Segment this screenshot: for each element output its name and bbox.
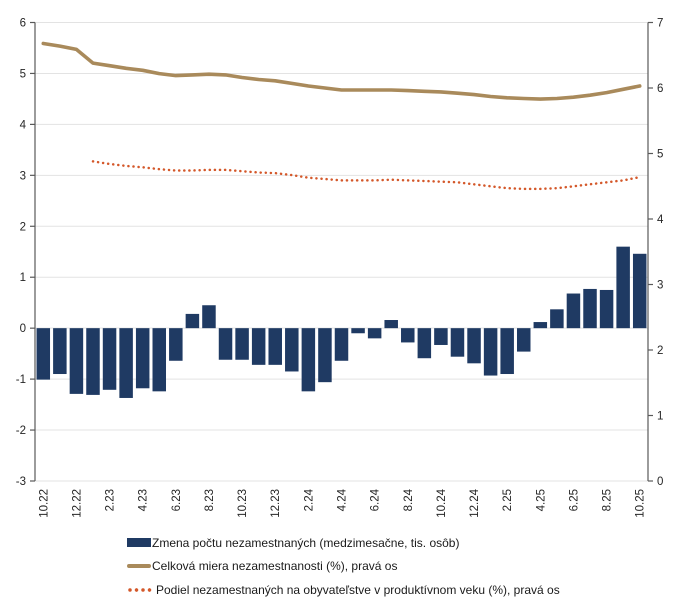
x-axis-tick-label: 10.25 <box>635 489 647 518</box>
dotted-series-swatch-icon <box>127 586 152 593</box>
bar-change-unemployed <box>318 328 332 383</box>
x-axis-tick-label: 4.23 <box>138 489 150 511</box>
bar-change-unemployed <box>401 328 415 343</box>
right-axis-tick-label: 3 <box>657 280 663 292</box>
left-axis-tick-label: 6 <box>20 18 26 30</box>
bar-change-unemployed <box>367 328 382 339</box>
bar-change-unemployed <box>417 328 432 359</box>
bar-change-unemployed <box>483 328 498 376</box>
bar-change-unemployed <box>152 328 167 392</box>
legend-label-share: Podiel nezamestnaných na obyvateľstve v … <box>156 582 560 597</box>
x-axis-tick-label: 2.23 <box>105 489 117 511</box>
right-axis-tick-label: 4 <box>657 214 664 226</box>
right-axis-tick-label: 6 <box>657 83 663 95</box>
left-axis-tick-label: 2 <box>20 221 26 233</box>
x-axis-tick-label: 12.23 <box>270 489 282 518</box>
left-axis-tick-label: 4 <box>20 119 27 131</box>
bar-change-unemployed <box>135 328 150 389</box>
bar-change-unemployed <box>53 328 67 375</box>
x-axis-tick-label: 4.24 <box>337 488 349 511</box>
x-axis-tick-label: 4.25 <box>535 489 547 511</box>
legend-item-share: Podiel nezamestnaných na obyvateľstve v … <box>127 578 560 602</box>
x-axis-tick-label: 6.23 <box>171 489 183 511</box>
legend-item-rate: Celková miera nezamestnanosti (%), pravá… <box>127 555 560 579</box>
bar-change-unemployed <box>434 328 448 345</box>
bar-change-unemployed <box>583 288 597 329</box>
bar-change-unemployed <box>566 293 581 329</box>
x-axis-tick-label: 12.24 <box>469 488 481 517</box>
left-axis-tick-label: -2 <box>16 425 26 437</box>
x-axis-tick-label: 10.22 <box>38 489 50 518</box>
bar-change-unemployed <box>86 328 100 395</box>
right-axis-tick-label: 5 <box>657 149 663 161</box>
left-axis-tick-label: -3 <box>16 476 26 488</box>
bar-change-unemployed <box>301 328 316 392</box>
x-axis-tick-label: 10.24 <box>436 488 448 517</box>
bar-change-unemployed <box>268 328 282 365</box>
x-axis-tick-label: 6.24 <box>370 488 382 511</box>
bar-change-unemployed <box>351 328 365 334</box>
x-axis-tick-label: 2.25 <box>502 489 514 511</box>
x-axis-tick-label: 8.25 <box>602 489 614 511</box>
bar-change-unemployed <box>169 328 183 361</box>
left-axis-tick-label: -1 <box>16 374 26 386</box>
bar-change-unemployed <box>119 328 133 398</box>
bar-change-unemployed <box>69 328 84 394</box>
bar-change-unemployed <box>599 289 614 329</box>
legend-item-bars: Zmena počtu nezamestnaných (medzimesačne… <box>127 531 560 555</box>
unemployment-rate-line <box>41 41 642 101</box>
bar-change-unemployed <box>384 320 398 329</box>
bar-series-swatch-icon <box>127 538 151 548</box>
x-axis-tick-label: 10.23 <box>237 489 249 518</box>
right-axis-tick-label: 7 <box>657 18 663 30</box>
right-axis-tick-label: 1 <box>657 411 663 423</box>
bar-change-unemployed <box>251 328 266 365</box>
right-axis-tick-label: 0 <box>657 476 663 488</box>
bar-change-unemployed <box>102 328 117 390</box>
x-axis-tick-label: 2.24 <box>303 488 315 511</box>
right-axis-tick-label: 2 <box>657 345 663 357</box>
bar-change-unemployed <box>467 328 481 364</box>
bar-change-unemployed <box>235 328 249 360</box>
x-axis-tick-label: 8.24 <box>403 488 415 511</box>
left-axis-tick-label: 0 <box>20 323 26 335</box>
bar-change-unemployed <box>285 328 299 372</box>
bar-change-unemployed <box>616 246 630 329</box>
left-axis-tick-label: 5 <box>20 68 26 80</box>
x-axis-tick-label: 8.23 <box>204 489 216 511</box>
x-axis-tick-label: 6.25 <box>568 489 580 511</box>
x-axis-tick-label: 12.22 <box>71 489 83 518</box>
line-series-swatch-icon <box>127 564 151 569</box>
bar-change-unemployed <box>334 328 349 361</box>
bar-change-unemployed <box>202 305 216 329</box>
left-axis-tick-label: 1 <box>20 272 26 284</box>
legend-label-rate: Celková miera nezamestnanosti (%), pravá… <box>152 559 398 574</box>
chart-legend: Zmena počtu nezamestnaných (medzimesačne… <box>127 531 560 602</box>
bar-change-unemployed <box>500 328 514 375</box>
left-axis-tick-label: 3 <box>20 170 26 182</box>
bar-change-unemployed <box>185 313 200 329</box>
legend-label-bars: Zmena počtu nezamestnaných (medzimesačne… <box>152 535 460 550</box>
share-working-age-dotted-line <box>91 160 641 191</box>
bar-change-unemployed <box>516 328 531 352</box>
bar-change-unemployed <box>450 328 465 357</box>
bar-change-unemployed <box>632 253 647 329</box>
bar-change-unemployed <box>36 328 51 380</box>
bar-change-unemployed <box>533 322 548 329</box>
bar-change-unemployed <box>550 309 564 329</box>
bar-change-unemployed <box>218 328 233 360</box>
